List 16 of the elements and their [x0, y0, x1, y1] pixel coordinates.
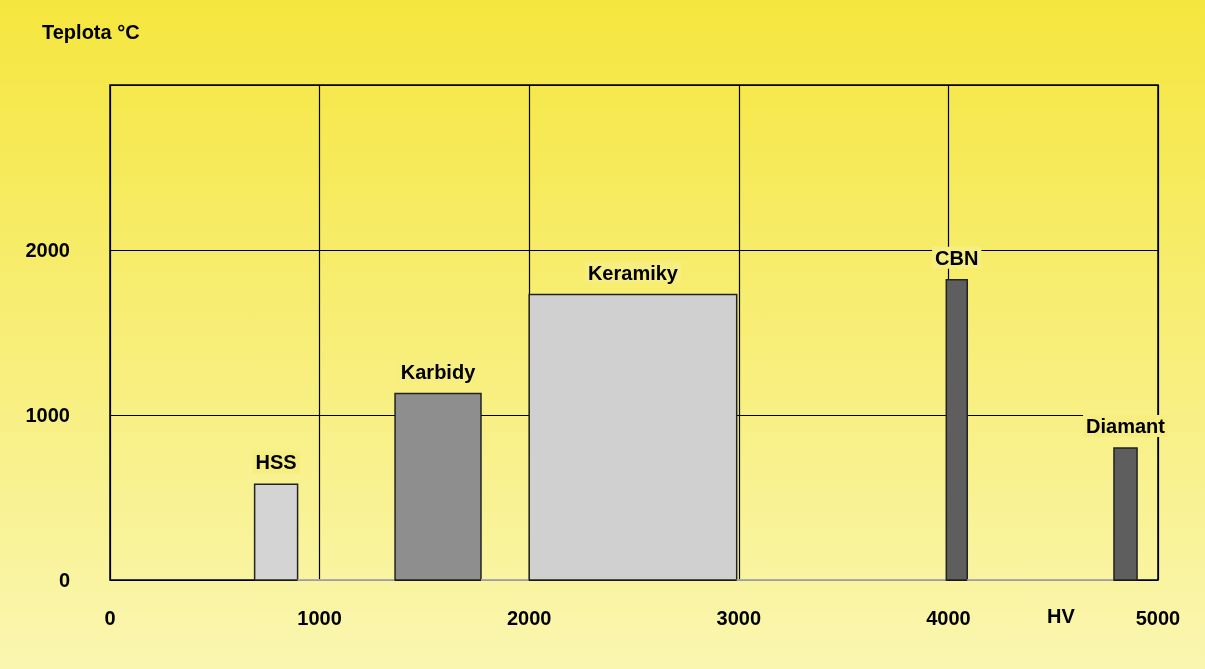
y-tick-label: 1000 [25, 404, 70, 426]
annotation: Diamant [1086, 415, 1166, 437]
x-tick-label: 2000 [506, 607, 552, 629]
y-tick-label: 0 [58, 569, 70, 591]
y-axis-title: Teplota °C [42, 21, 140, 43]
annotation: HSS [255, 451, 297, 474]
annotation: Karbidy [400, 360, 477, 383]
x-tick-label: 4000 [926, 607, 971, 629]
x-axis-title: HV [1047, 605, 1076, 627]
annotation: Keramiky [587, 261, 679, 284]
x-tick-label: 5000 [1135, 607, 1181, 629]
annotation: CBN [935, 246, 979, 269]
x-tick-label: 3000 [716, 607, 762, 629]
x-tick-label: 1000 [297, 607, 342, 629]
y-tick-label: 2000 [25, 239, 70, 261]
x-tick-label: 0 [104, 607, 116, 629]
